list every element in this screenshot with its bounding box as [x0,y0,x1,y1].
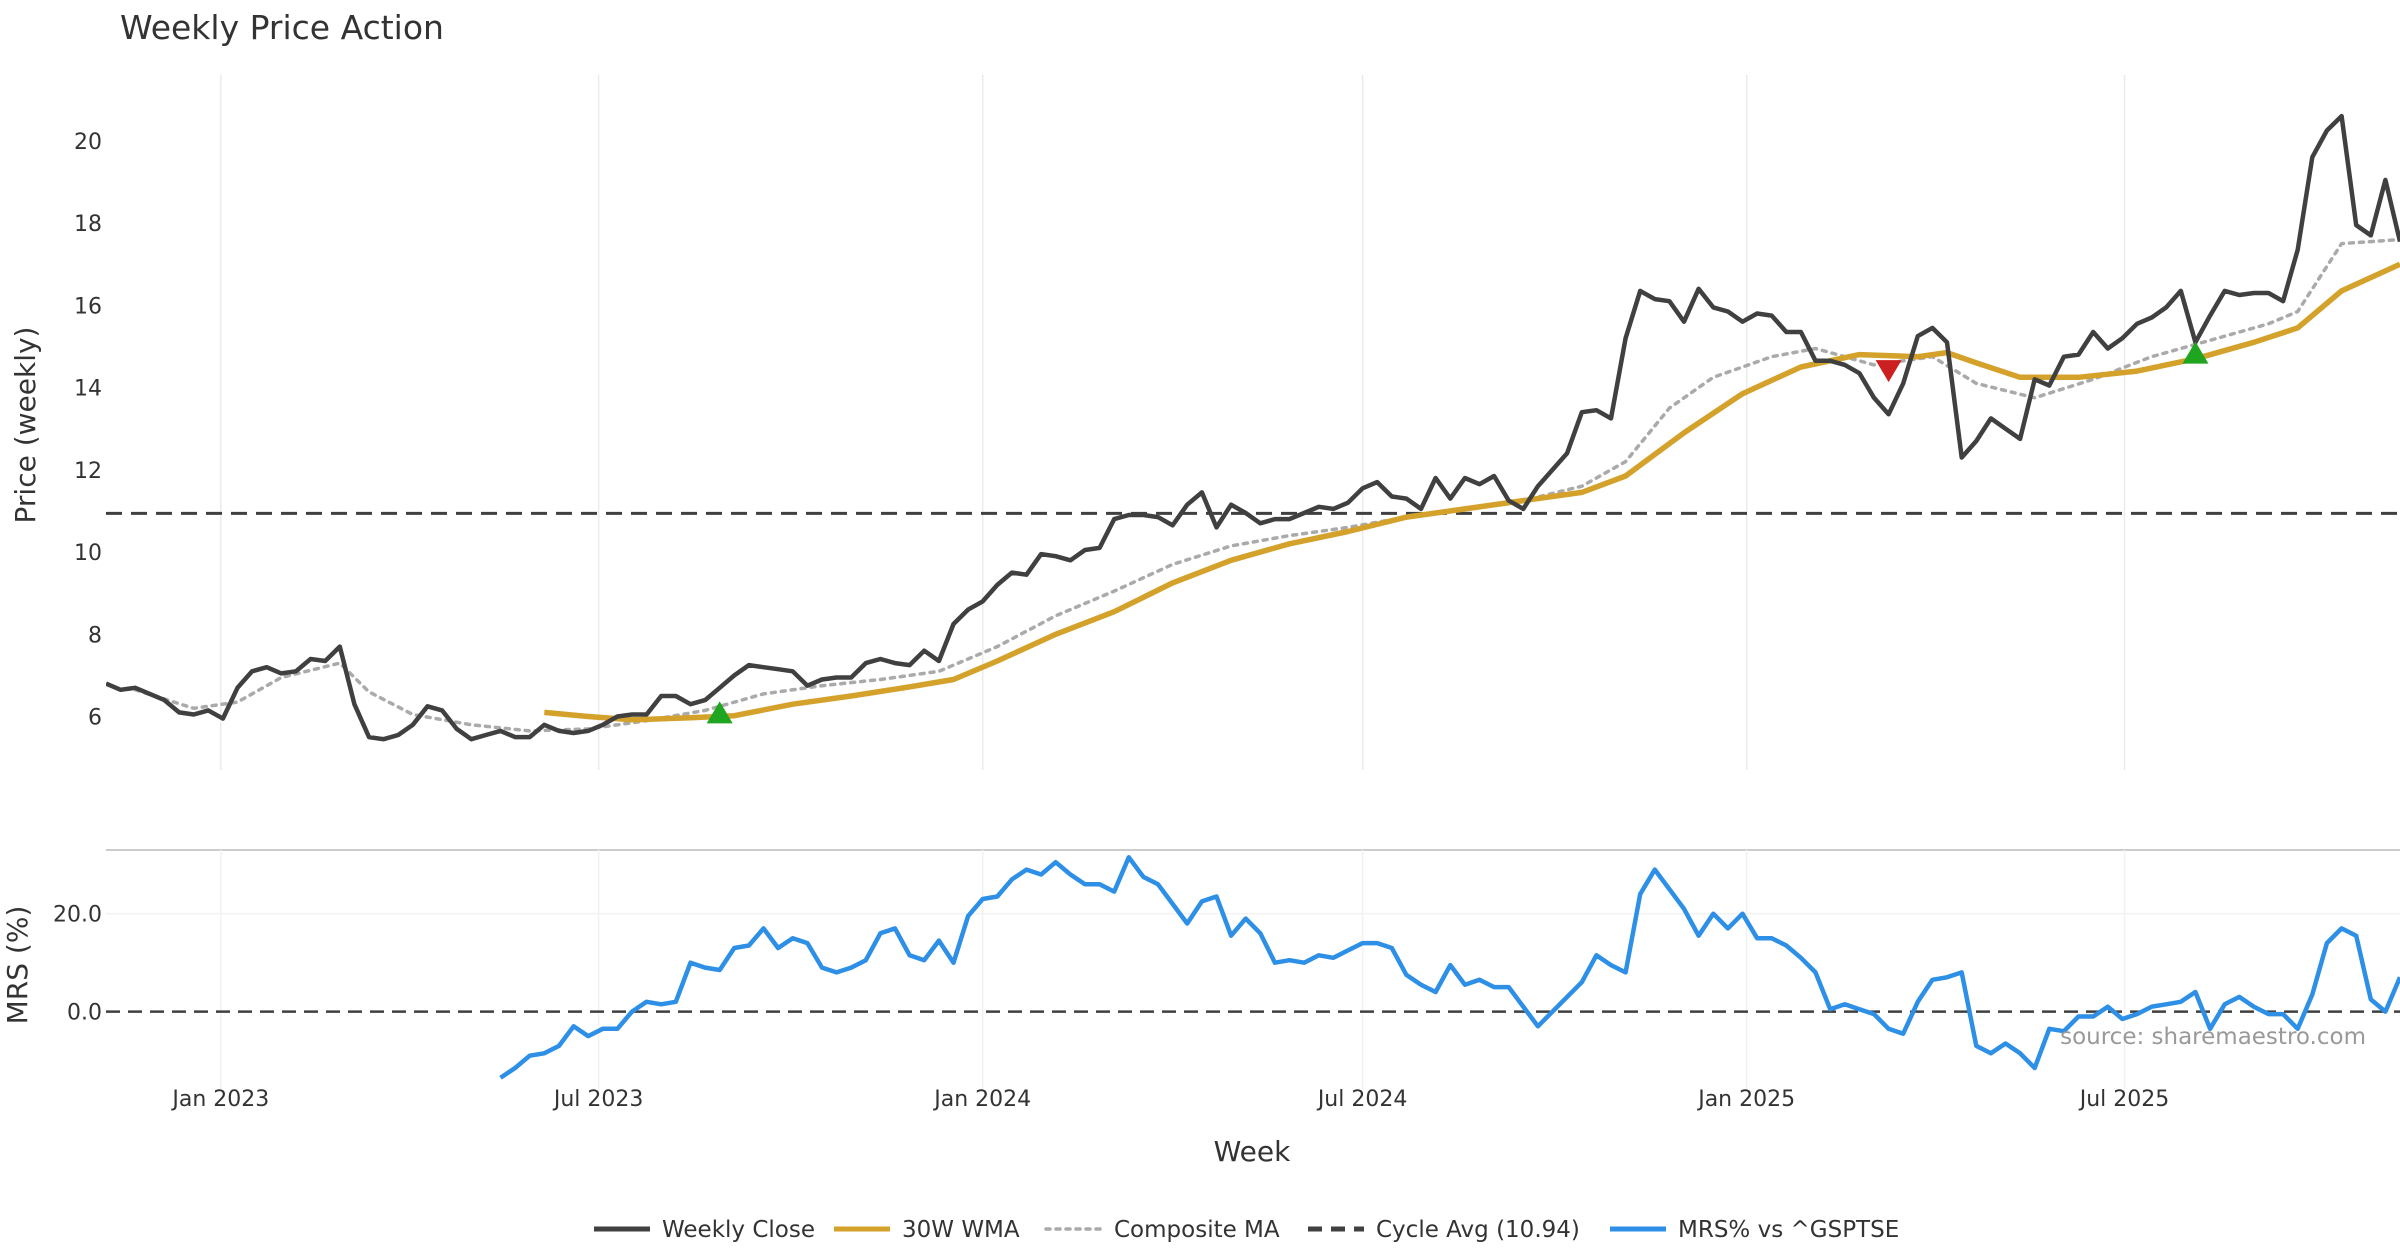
price-y-tick-label: 12 [74,459,102,484]
mrs-grid [106,850,2400,1090]
price-y-tick-label: 18 [74,212,102,237]
x-ticks: Jan 2023 Jul 2023 Jan 2024 Jul 2024 Jan 2025… [170,1087,2169,1112]
x-tick-label: Jan 2023 [170,1087,269,1112]
source-note: source: sharemaestro.com [2060,1024,2366,1050]
weekly-close-line [106,113,2400,742]
price-y-tick-label: 10 [74,541,102,566]
x-axis-label: Week [1214,1135,1291,1168]
legend-label: Weekly Close [662,1217,815,1243]
30w-wma-line [544,261,2400,723]
sell-signal-marker [1875,360,1902,383]
legend-label: Cycle Avg (10.94) [1376,1217,1580,1243]
price-y-tick-label: 8 [88,623,102,648]
mrs-vs-gsptse-line [499,855,2400,1080]
mrs-y-label: MRS (%) [1,906,34,1025]
price-y-tick-label: 16 [74,294,102,319]
mrs-y-ticks: 0.0 20.0 [53,903,102,1026]
chart-title: Weekly Price Action [120,8,444,47]
price-series-group [106,113,2400,742]
legend-label: 30W WMA [902,1217,1020,1243]
x-tick-label: Jan 2025 [1696,1087,1795,1112]
composite-ma-line [133,237,2400,733]
price-y-tick-label: 6 [88,706,102,731]
signals-group [706,341,2209,724]
price-grid [220,75,2126,770]
legend: Weekly Close 30W WMA Composite MA Cycle Avg… [594,1217,1899,1243]
price-y-label: Price (weekly) [9,327,42,524]
buy-signal-marker [706,701,733,724]
x-tick-label: Jul 2024 [1316,1087,1408,1112]
price-y-tick-label: 14 [74,377,102,402]
x-tick-label: Jan 2024 [932,1087,1031,1112]
mrs-series-group [499,855,2400,1080]
mrs-y-tick-label: 0.0 [67,1001,102,1026]
price-y-ticks: 6 8 10 12 14 16 18 20 [74,130,102,731]
price-y-tick-label: 20 [74,130,102,155]
buy-signal-marker [2182,341,2209,364]
x-tick-label: Jul 2025 [2078,1087,2170,1112]
legend-label: Composite MA [1114,1217,1280,1243]
x-tick-label: Jul 2023 [552,1087,644,1112]
legend-label: MRS% vs ^GSPTSE [1678,1217,1899,1243]
mrs-y-tick-label: 20.0 [53,903,102,928]
